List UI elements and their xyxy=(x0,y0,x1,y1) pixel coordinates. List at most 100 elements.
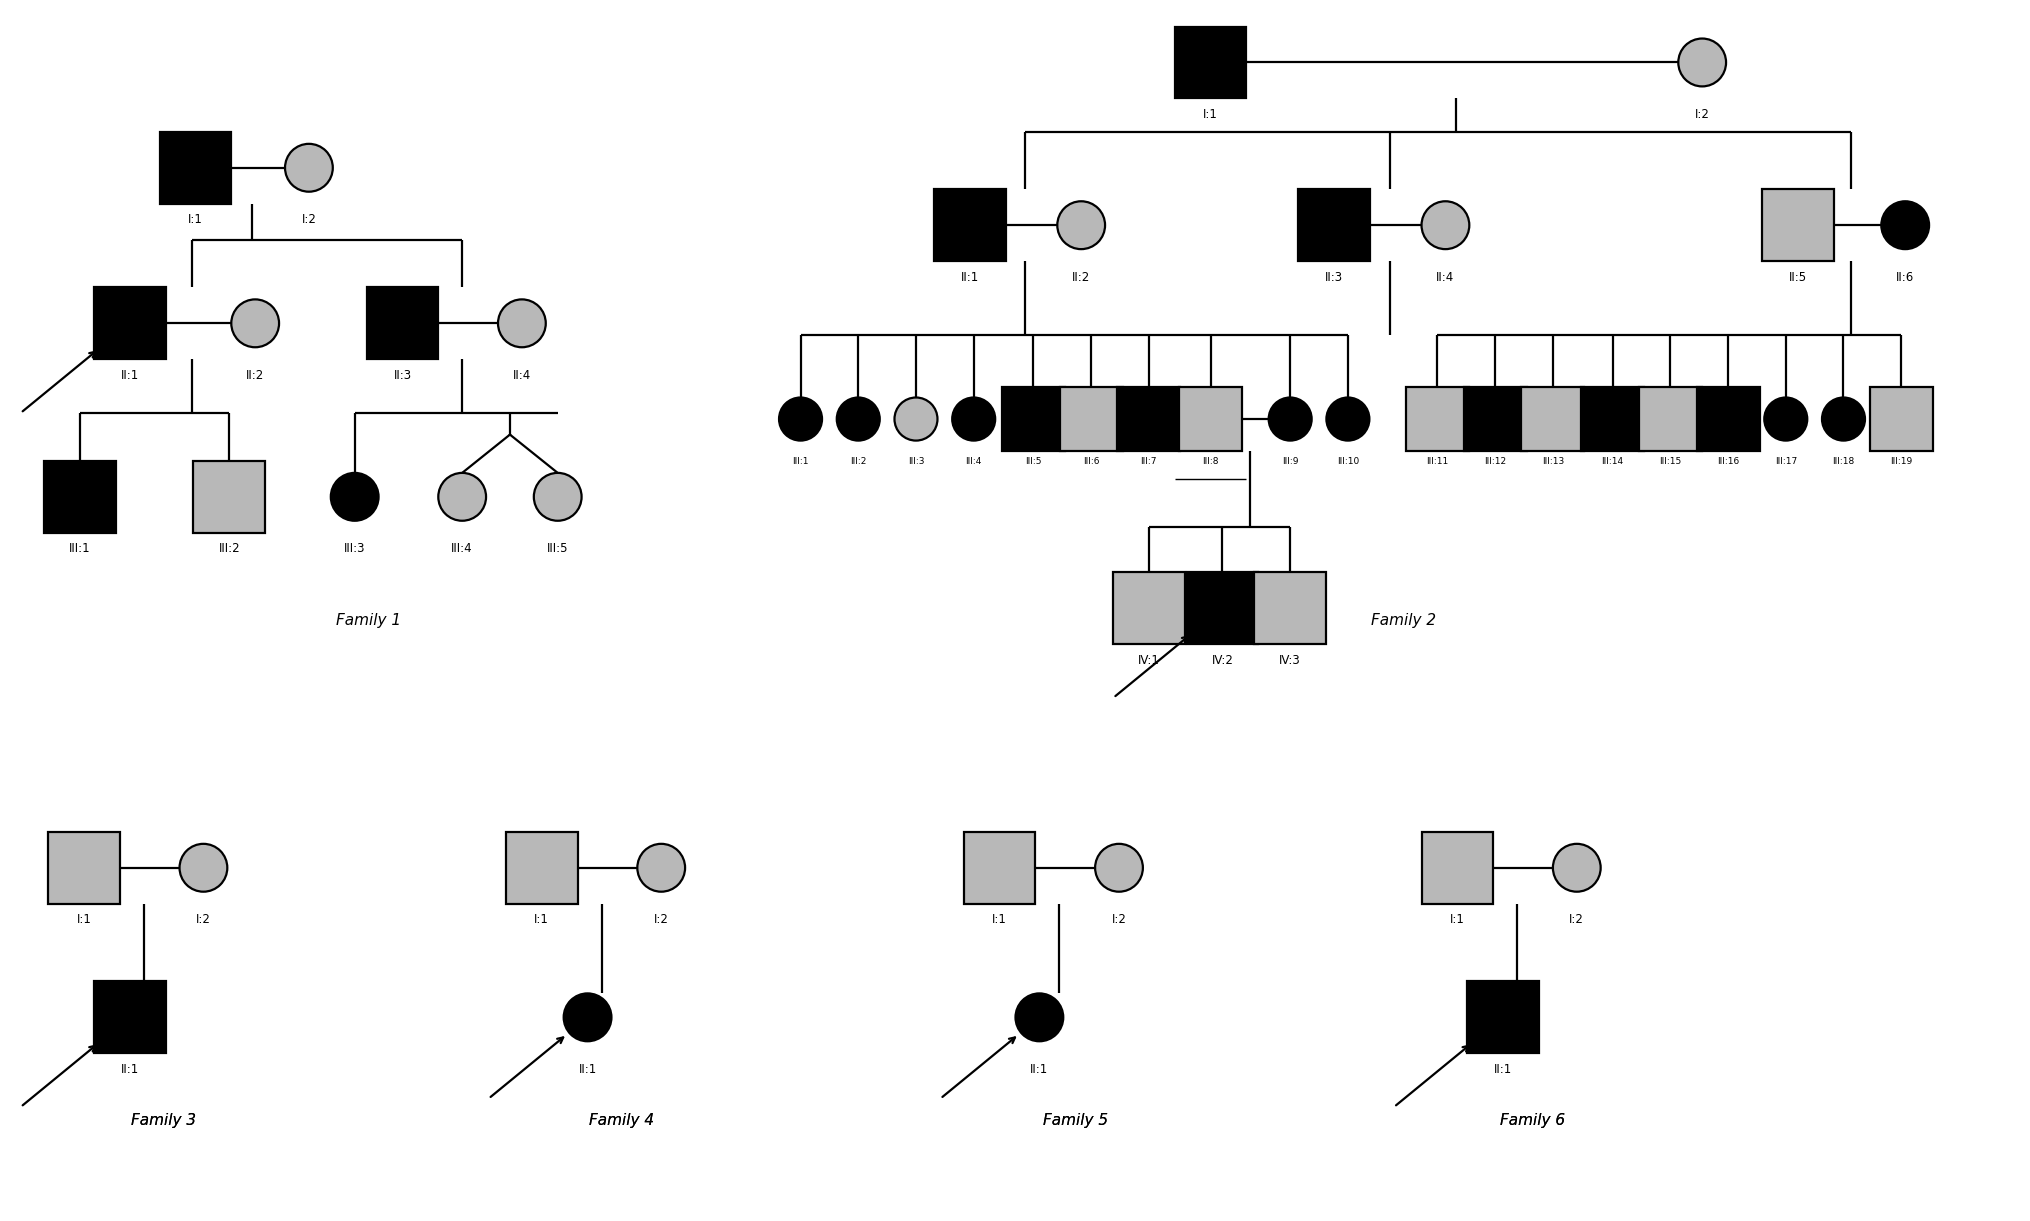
Text: III:4: III:4 xyxy=(451,542,473,556)
Bar xyxy=(1001,387,1064,451)
Text: I:2: I:2 xyxy=(300,214,317,226)
Ellipse shape xyxy=(836,398,879,441)
Text: I:1: I:1 xyxy=(1202,107,1218,121)
Text: III:13: III:13 xyxy=(1541,458,1563,466)
Text: II:1: II:1 xyxy=(1029,1062,1047,1076)
Ellipse shape xyxy=(952,398,995,441)
Bar xyxy=(1255,573,1326,643)
Text: Family 5: Family 5 xyxy=(1041,1114,1106,1128)
Text: I:1: I:1 xyxy=(189,214,203,226)
Text: II:1: II:1 xyxy=(120,369,138,382)
Text: IV:2: IV:2 xyxy=(1212,653,1232,667)
Text: Family 1: Family 1 xyxy=(335,613,402,628)
Bar xyxy=(1405,387,1468,451)
Text: I:2: I:2 xyxy=(1110,913,1127,927)
Text: Family 2: Family 2 xyxy=(1370,613,1435,628)
Bar xyxy=(1173,27,1246,99)
Text: III:11: III:11 xyxy=(1425,458,1447,466)
Text: III:10: III:10 xyxy=(1336,458,1358,466)
Bar xyxy=(1638,387,1701,451)
Text: III:3: III:3 xyxy=(907,458,924,466)
Bar xyxy=(1116,387,1179,451)
Text: II:1: II:1 xyxy=(960,271,978,283)
Ellipse shape xyxy=(1094,844,1143,891)
Bar xyxy=(1520,387,1583,451)
Bar xyxy=(1464,387,1527,451)
Text: III:17: III:17 xyxy=(1774,458,1797,466)
Bar xyxy=(1466,982,1539,1054)
Ellipse shape xyxy=(284,144,333,192)
Bar xyxy=(1297,189,1368,261)
Text: II:1: II:1 xyxy=(1494,1062,1512,1076)
Text: I:2: I:2 xyxy=(1569,913,1583,927)
Text: I:1: I:1 xyxy=(1449,913,1464,927)
Text: IV:3: IV:3 xyxy=(1279,653,1301,667)
Text: II:4: II:4 xyxy=(1435,271,1453,283)
Ellipse shape xyxy=(179,844,227,891)
Text: Family 6: Family 6 xyxy=(1500,1114,1565,1128)
Text: III:1: III:1 xyxy=(792,458,808,466)
Text: II:5: II:5 xyxy=(1788,271,1807,283)
Text: III:19: III:19 xyxy=(1890,458,1912,466)
Text: III:2: III:2 xyxy=(219,542,240,556)
Ellipse shape xyxy=(497,299,546,347)
Text: III:5: III:5 xyxy=(546,542,568,556)
Text: III:14: III:14 xyxy=(1602,458,1622,466)
Ellipse shape xyxy=(534,473,581,520)
Text: III:16: III:16 xyxy=(1715,458,1738,466)
Ellipse shape xyxy=(331,473,378,520)
Text: I:1: I:1 xyxy=(534,913,548,927)
Text: Family 5: Family 5 xyxy=(1041,1114,1106,1128)
Ellipse shape xyxy=(1015,994,1064,1042)
Bar xyxy=(193,460,266,532)
Text: III:1: III:1 xyxy=(69,542,91,556)
Text: II:1: II:1 xyxy=(120,1062,138,1076)
Bar xyxy=(1762,189,1833,261)
Bar xyxy=(964,832,1035,904)
Ellipse shape xyxy=(1677,39,1726,87)
Text: II:3: II:3 xyxy=(1324,271,1342,283)
Ellipse shape xyxy=(564,994,611,1042)
Bar xyxy=(1060,387,1123,451)
Bar xyxy=(1695,387,1758,451)
Text: I:2: I:2 xyxy=(654,913,668,927)
Ellipse shape xyxy=(780,398,822,441)
Bar xyxy=(1179,387,1242,451)
Ellipse shape xyxy=(1269,398,1311,441)
Bar xyxy=(1579,387,1644,451)
Bar xyxy=(934,189,1005,261)
Text: II:2: II:2 xyxy=(1072,271,1090,283)
Text: III:9: III:9 xyxy=(1281,458,1297,466)
Bar xyxy=(505,832,577,904)
Text: Family 4: Family 4 xyxy=(589,1114,654,1128)
Text: III:12: III:12 xyxy=(1484,458,1506,466)
Text: Family 4: Family 4 xyxy=(589,1114,654,1128)
Text: III:6: III:6 xyxy=(1082,458,1098,466)
Bar xyxy=(49,832,120,904)
Text: III:3: III:3 xyxy=(343,542,365,556)
Bar xyxy=(367,287,438,359)
Text: II:6: II:6 xyxy=(1896,271,1914,283)
Ellipse shape xyxy=(893,398,938,441)
Ellipse shape xyxy=(1058,201,1104,249)
Text: III:7: III:7 xyxy=(1141,458,1157,466)
Ellipse shape xyxy=(438,473,485,520)
Text: I:2: I:2 xyxy=(1693,107,1709,121)
Ellipse shape xyxy=(1764,398,1807,441)
Text: II:4: II:4 xyxy=(512,369,530,382)
Bar xyxy=(1112,573,1183,643)
Ellipse shape xyxy=(231,299,278,347)
Text: Family 3: Family 3 xyxy=(132,1114,197,1128)
Text: III:5: III:5 xyxy=(1025,458,1041,466)
Text: III:18: III:18 xyxy=(1831,458,1853,466)
Text: III:8: III:8 xyxy=(1202,458,1218,466)
Text: III:2: III:2 xyxy=(851,458,867,466)
Text: II:2: II:2 xyxy=(246,369,264,382)
Bar xyxy=(1870,387,1933,451)
Ellipse shape xyxy=(1326,398,1368,441)
Text: I:2: I:2 xyxy=(195,913,211,927)
Ellipse shape xyxy=(1821,398,1864,441)
Bar xyxy=(93,287,166,359)
Bar xyxy=(93,982,166,1054)
Text: Family 3: Family 3 xyxy=(132,1114,197,1128)
